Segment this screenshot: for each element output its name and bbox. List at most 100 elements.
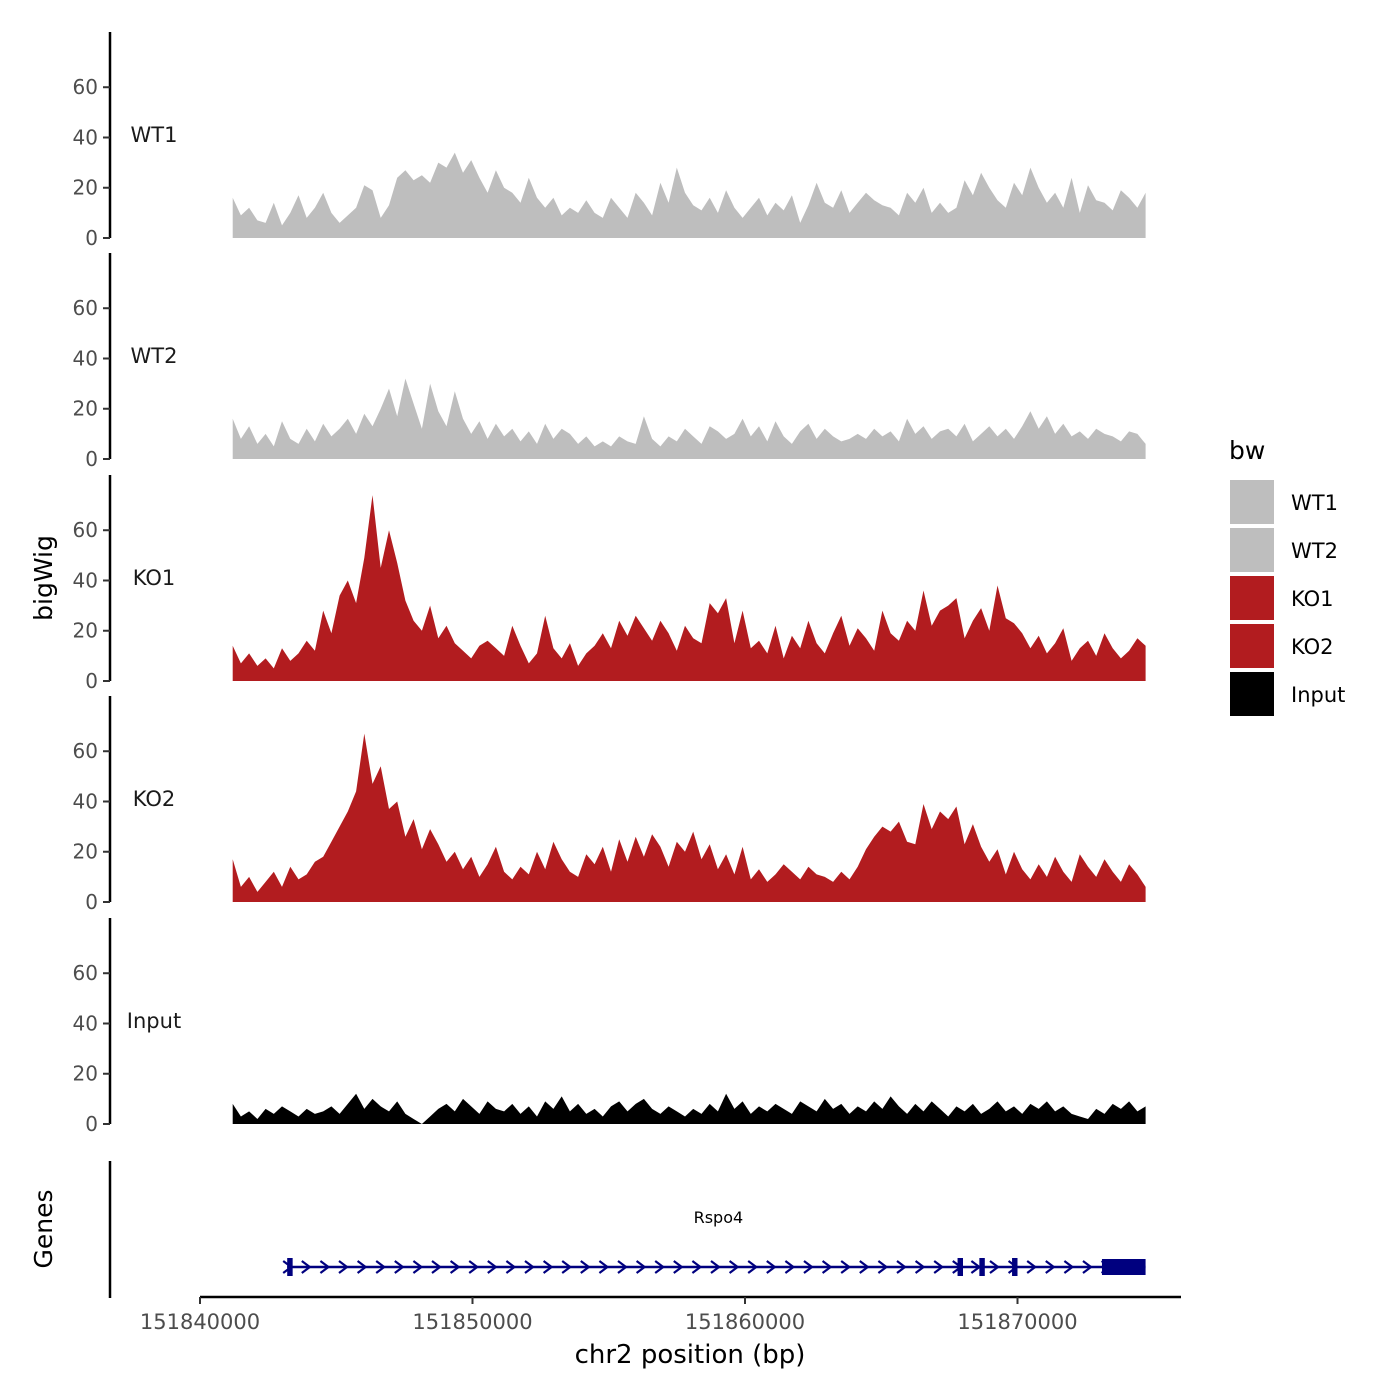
- exon-5: [1101, 1259, 1146, 1275]
- strand-arrow: [487, 1260, 498, 1274]
- strand-arrow: [561, 1260, 573, 1274]
- strand-arrow: [914, 1260, 926, 1274]
- legend-label-wt1: WT1: [1291, 491, 1338, 515]
- strand-arrow: [821, 1260, 833, 1274]
- strand-arrow: [673, 1260, 684, 1274]
- strand-arrow: [431, 1260, 442, 1274]
- y-tick-label: 40: [73, 568, 98, 592]
- strand-arrow: [933, 1260, 945, 1274]
- legend-swatch-input: [1230, 672, 1274, 716]
- area-input: [232, 1093, 1146, 1124]
- y-tick-label: 40: [73, 789, 98, 813]
- track-ko2: 0 20 40 60 KO2: [73, 696, 1146, 914]
- strand-arrow: [654, 1260, 666, 1274]
- strand-arrow: [301, 1260, 312, 1274]
- coverage-tracks: 0 20 40 60 WT1 0 20 40 60 WT2 0 20 40 60 KO1 0 20 40 60 KO2…: [73, 32, 1146, 1136]
- y-tick-label: 40: [73, 1011, 98, 1035]
- legend-swatch-ko2: [1230, 624, 1274, 668]
- gene-name-label: Rspo4: [694, 1208, 744, 1227]
- strand-arrow: [1026, 1260, 1038, 1274]
- x-tick-label: 151870000: [957, 1310, 1077, 1334]
- strand-arrow: [1045, 1260, 1056, 1274]
- exon-4: [1012, 1258, 1018, 1276]
- legend-swatch-ko1: [1230, 576, 1274, 620]
- gene-track-panel: Rspo4: [108, 1161, 1146, 1298]
- area-wt1: [232, 152, 1146, 238]
- track-wt2: 0 20 40 60 WT2: [73, 253, 1146, 471]
- track-label-ko2: KO2: [133, 787, 176, 811]
- exon-2: [957, 1258, 963, 1276]
- strand-arrow: [989, 1260, 1000, 1274]
- strand-arrow: [524, 1260, 535, 1274]
- strand-arrow: [691, 1260, 703, 1274]
- track-ko1: 0 20 40 60 KO1: [73, 475, 1146, 693]
- strand-arrow: [859, 1260, 870, 1274]
- track-label-wt2: WT2: [131, 344, 178, 368]
- area-ko2: [232, 733, 1146, 902]
- legend-swatch-wt2: [1230, 528, 1274, 572]
- y-axis-title: bigWig: [29, 535, 58, 621]
- exon-3: [979, 1258, 985, 1276]
- legend-label-ko1: KO1: [1291, 587, 1334, 611]
- x-tick-label: 151850000: [412, 1310, 532, 1334]
- strand-arrow: [728, 1260, 740, 1274]
- track-wt1: 0 20 40 60 WT1: [73, 32, 1146, 250]
- strand-arrow: [375, 1260, 387, 1274]
- y-tick-label: 40: [73, 346, 98, 370]
- area-ko1: [232, 495, 1146, 681]
- strand-arrow: [1063, 1260, 1075, 1274]
- strand-arrow: [803, 1260, 814, 1274]
- area-wt2: [232, 378, 1146, 459]
- y-tick-label: 60: [73, 518, 98, 542]
- y-tick-label: 60: [73, 961, 98, 985]
- strand-arrow: [412, 1260, 424, 1274]
- strand-arrow: [784, 1260, 796, 1274]
- strand-arrow: [542, 1260, 554, 1274]
- strand-arrow: [356, 1260, 368, 1274]
- x-tick-label: 151840000: [140, 1310, 260, 1334]
- legend-label-wt2: WT2: [1291, 539, 1338, 563]
- legend: bw WT1 WT2 KO1 KO2 Input: [1229, 436, 1345, 716]
- legend-swatch-wt1: [1230, 480, 1274, 524]
- y-tick-label: 20: [73, 619, 98, 643]
- track-label-input: Input: [127, 1009, 181, 1033]
- y-tick-label: 60: [73, 75, 98, 99]
- y-tick-label: 0: [85, 447, 98, 471]
- legend-label-input: Input: [1291, 683, 1345, 707]
- y-tick-label: 60: [73, 739, 98, 763]
- y-tick-label: 60: [73, 296, 98, 320]
- track-label-wt1: WT1: [131, 123, 178, 147]
- exon-1: [287, 1258, 293, 1276]
- strand-arrow: [766, 1260, 777, 1274]
- x-axis: 151840000 151850000 151860000 151870000: [140, 1295, 1181, 1334]
- strand-arrow: [877, 1260, 889, 1274]
- strand-arrow: [710, 1260, 721, 1274]
- x-axis-title: chr2 position (bp): [575, 1340, 806, 1370]
- strand-arrow: [635, 1260, 647, 1274]
- legend-label-ko2: KO2: [1291, 635, 1334, 659]
- y-tick-label: 40: [73, 125, 98, 149]
- y-tick-label: 0: [85, 669, 98, 693]
- track-label-ko1: KO1: [133, 566, 176, 590]
- strand-arrow: [840, 1260, 852, 1274]
- strand-arrow: [468, 1260, 480, 1274]
- strand-arrow: [747, 1260, 759, 1274]
- strand-arrow: [617, 1260, 628, 1274]
- strand-arrow: [896, 1260, 907, 1274]
- strand-arrow: [319, 1260, 331, 1274]
- track-input: 0 20 40 60 Input: [73, 918, 1146, 1136]
- gene-panel-title: Genes: [29, 1189, 58, 1268]
- strand-arrow: [394, 1260, 405, 1274]
- x-tick-label: 151860000: [685, 1310, 805, 1334]
- y-tick-label: 20: [73, 397, 98, 421]
- y-tick-label: 20: [73, 840, 98, 864]
- y-tick-label: 0: [85, 890, 98, 914]
- strand-arrow: [1082, 1260, 1093, 1274]
- y-tick-label: 20: [73, 176, 98, 200]
- strand-arrow: [338, 1260, 349, 1274]
- y-tick-label: 0: [85, 1112, 98, 1136]
- strand-arrow: [580, 1260, 591, 1274]
- y-tick-label: 0: [85, 226, 98, 250]
- strand-arrow: [598, 1260, 610, 1274]
